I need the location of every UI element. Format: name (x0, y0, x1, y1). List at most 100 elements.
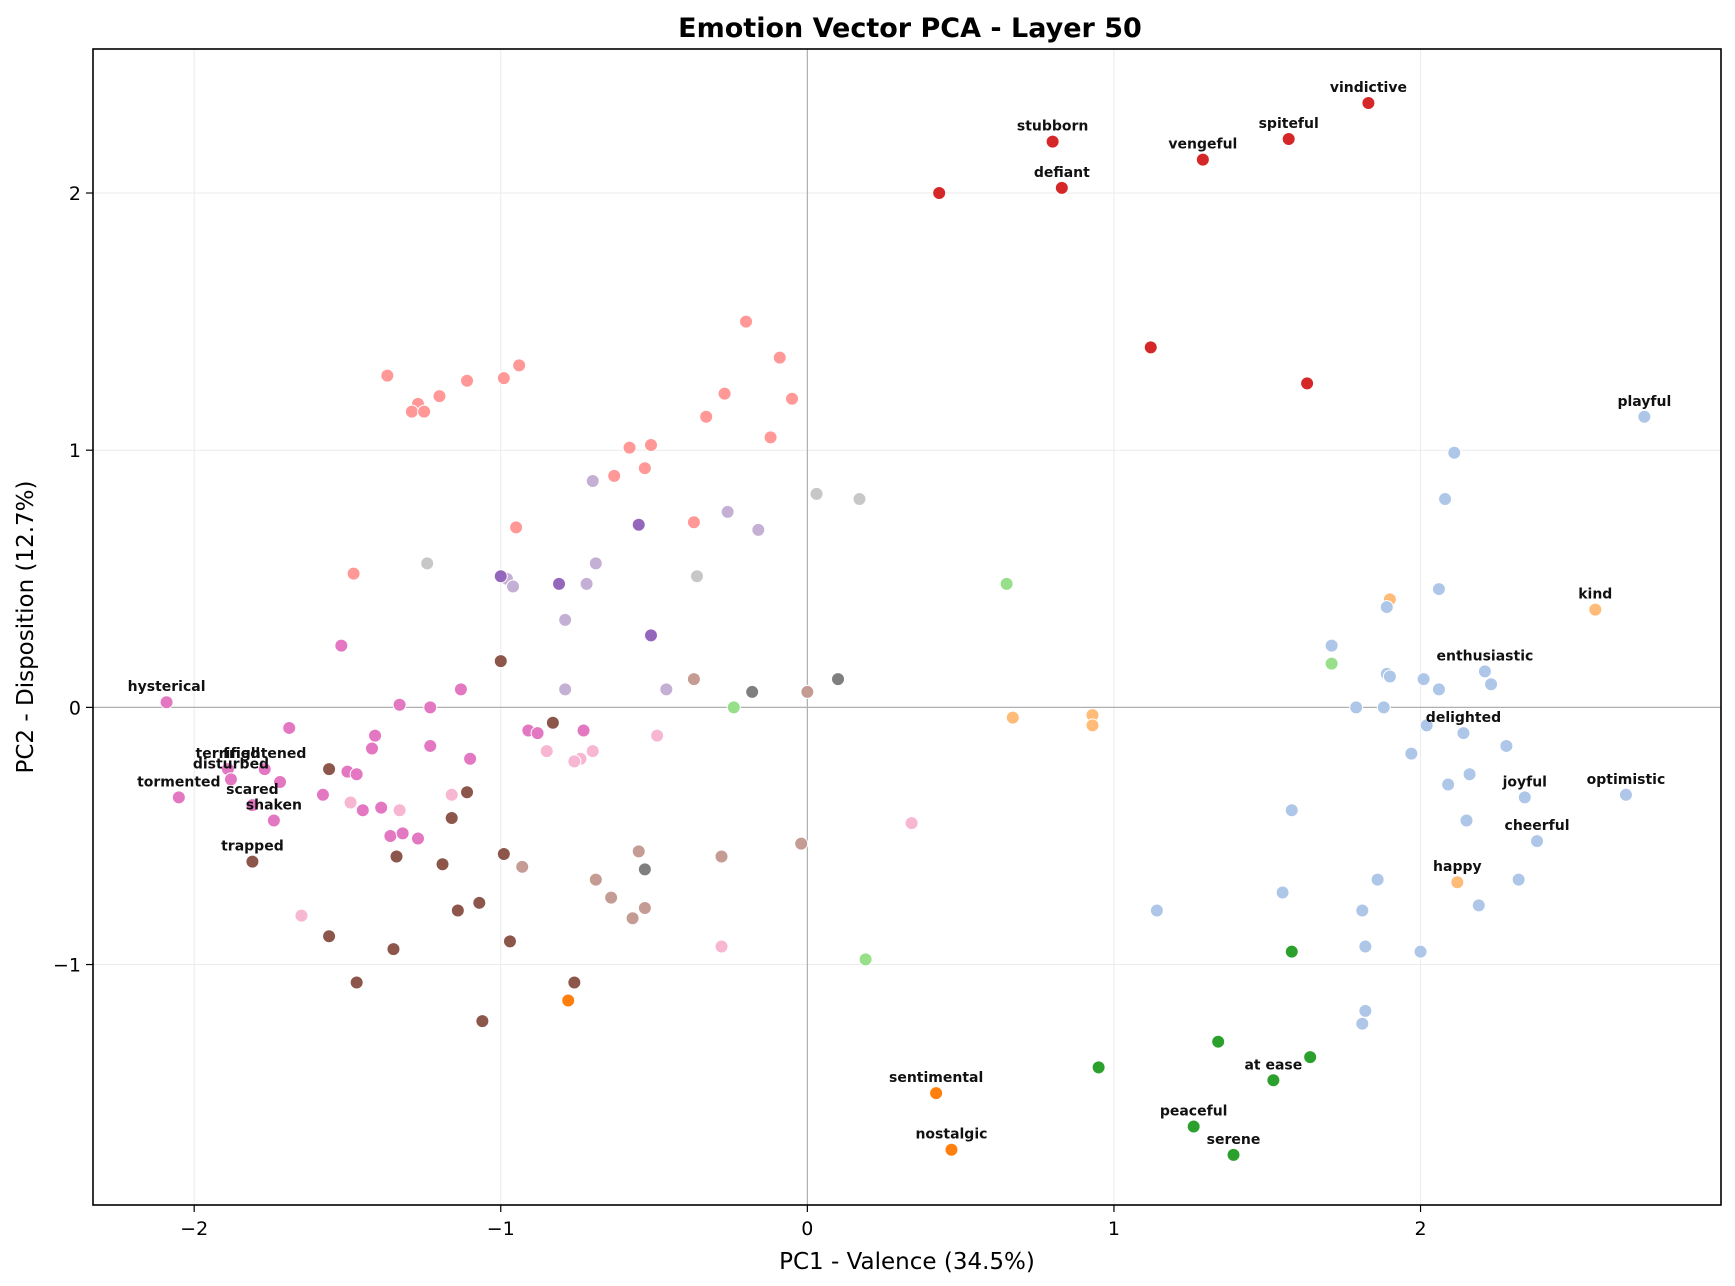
y-tick-label: −1 (53, 955, 81, 977)
point-label: stubborn (1017, 119, 1089, 135)
data-point (1431, 582, 1446, 597)
data-point (257, 762, 272, 777)
point-label: defiant (1034, 165, 1090, 181)
data-point (1441, 777, 1456, 792)
data-point (558, 612, 573, 627)
point-label: spiteful (1259, 116, 1319, 132)
data-point (1618, 787, 1633, 802)
data-point (322, 762, 337, 777)
point-label: kind (1578, 587, 1612, 603)
data-point (1275, 885, 1290, 900)
data-point (423, 700, 438, 715)
data-point (509, 520, 524, 535)
data-point (502, 934, 517, 949)
data-point (1284, 803, 1299, 818)
data-points (159, 96, 1652, 1162)
data-point (625, 911, 640, 926)
data-point (512, 358, 527, 373)
data-point (334, 638, 349, 653)
data-point (545, 715, 560, 730)
data-point (585, 474, 600, 489)
data-point (410, 831, 425, 846)
point-label: scared (226, 782, 279, 798)
data-point (1379, 600, 1394, 615)
point-label: serene (1207, 1132, 1261, 1148)
point-label: disturbed (193, 756, 269, 772)
data-point (423, 738, 438, 753)
data-point (496, 846, 511, 861)
data-point (1005, 710, 1020, 725)
data-point (432, 389, 447, 404)
x-tick-label: 2 (1414, 1218, 1426, 1240)
data-point (567, 754, 582, 769)
data-point (831, 672, 846, 687)
data-point (1054, 180, 1069, 195)
data-point (809, 486, 824, 501)
data-point (395, 826, 410, 841)
data-point (392, 803, 407, 818)
point-label: playful (1617, 394, 1671, 410)
data-point (349, 975, 364, 990)
data-point (858, 952, 873, 967)
chart-title: Emotion Vector PCA - Layer 50 (678, 13, 1142, 44)
data-point (435, 857, 450, 872)
data-point (904, 816, 919, 831)
data-point (763, 430, 778, 445)
data-point (1195, 152, 1210, 167)
point-label: frightened (223, 746, 306, 762)
data-point (294, 908, 309, 923)
data-point (637, 862, 652, 877)
data-point (1376, 700, 1391, 715)
data-point (364, 741, 379, 756)
data-point (1358, 1003, 1373, 1018)
data-point (637, 461, 652, 476)
point-label: vindictive (1330, 80, 1407, 96)
data-point (1355, 903, 1370, 918)
data-point (1484, 677, 1499, 692)
data-point (1324, 638, 1339, 653)
data-point (475, 1014, 490, 1029)
data-point (1530, 834, 1545, 849)
data-point (460, 373, 475, 388)
data-point (1149, 903, 1164, 918)
data-point (444, 787, 459, 802)
data-point (515, 859, 530, 874)
data-point (450, 903, 465, 918)
data-point (392, 697, 407, 712)
data-point (1143, 340, 1158, 355)
point-label: enthusiastic (1437, 648, 1534, 664)
point-label: hysterical (128, 679, 206, 695)
point-label: shaken (246, 798, 302, 814)
data-point (1511, 872, 1526, 887)
data-point (579, 576, 594, 591)
data-point (576, 723, 591, 738)
data-point (622, 440, 637, 455)
data-point (699, 409, 714, 424)
data-point (714, 849, 729, 864)
data-point (453, 682, 468, 697)
data-point (717, 386, 732, 401)
data-point (561, 993, 576, 1008)
point-label: nostalgic (915, 1127, 987, 1143)
data-point (1419, 718, 1434, 733)
data-point (368, 728, 383, 743)
data-point (273, 774, 288, 789)
x-tick-label: 0 (801, 1218, 813, 1240)
data-point (506, 579, 521, 594)
data-point (282, 720, 297, 735)
data-point (463, 751, 478, 766)
data-point (739, 314, 754, 329)
data-point (346, 566, 361, 581)
data-point (637, 900, 652, 915)
data-point (1462, 767, 1477, 782)
data-point (751, 522, 766, 537)
data-point (1517, 790, 1532, 805)
y-tick-label: 0 (69, 697, 81, 719)
data-point (1471, 898, 1486, 913)
data-point (420, 556, 435, 571)
data-point (852, 492, 867, 507)
data-point (745, 684, 760, 699)
data-point (493, 654, 508, 669)
data-point (686, 672, 701, 687)
data-point (380, 368, 395, 383)
